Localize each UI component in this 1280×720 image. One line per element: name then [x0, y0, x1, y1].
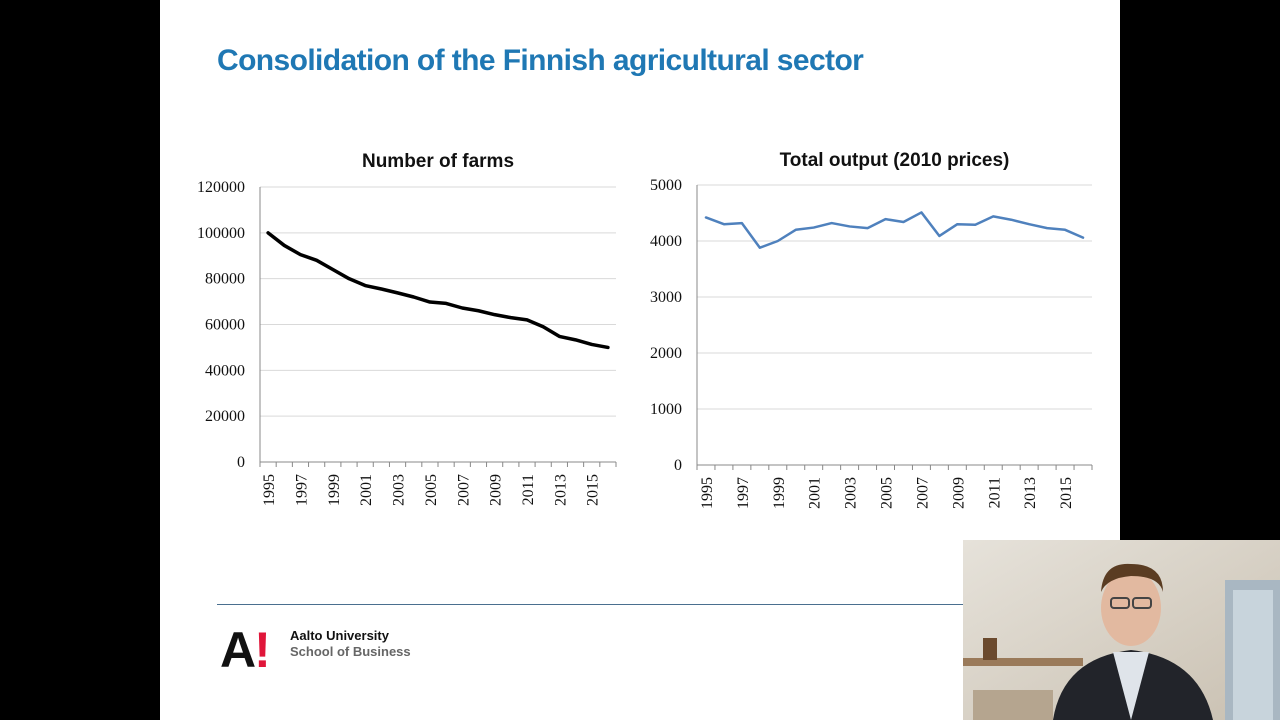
chart-0-data-point: [493, 313, 496, 316]
chart-0-y-tick-label: 40000: [205, 362, 245, 379]
logo-school-name: School of Business: [290, 644, 411, 659]
chart-1-data-point: [884, 218, 887, 220]
chart-1-y-tick-label: 4000: [650, 233, 682, 250]
logo-university-name: Aalto University: [290, 628, 389, 643]
aalto-logo: A! Aalto University School of Business: [220, 625, 480, 678]
chart-1-data-point: [974, 223, 977, 226]
chart-0-data-point: [558, 335, 561, 338]
chart-1-x-tick-label: 2015: [1058, 477, 1075, 509]
slide-title: Consolidation of the Finnish agricultura…: [217, 44, 864, 77]
presentation-slide: Consolidation of the Finnish agricultura…: [160, 0, 1120, 720]
chart-1-data-point: [794, 229, 797, 231]
presenter-video-overlay: [963, 540, 1280, 720]
chart-1-data-point: [938, 235, 941, 237]
chart-0-data-point: [380, 288, 383, 290]
chart-0-data-point: [542, 325, 544, 328]
presenter-video-icon: [963, 540, 1280, 720]
chart-1-data-point: [1064, 229, 1066, 231]
chart-0-data-point: [526, 319, 528, 321]
chart-1-data-point: [956, 223, 959, 225]
chart-0-y-tick-label: 20000: [205, 408, 245, 425]
chart-0-y-tick-label: 60000: [205, 317, 245, 334]
chart-0-x-tick-label: 1995: [261, 474, 278, 506]
chart-1-x-tick-label: 2007: [914, 477, 931, 509]
footer-divider: [217, 604, 977, 605]
chart-1-y-tick-label: 0: [674, 457, 682, 474]
chart-0-x-tick-label: 2013: [552, 474, 569, 506]
chart-1-data-point: [1028, 223, 1030, 225]
chart-1-y-tick-label: 5000: [650, 177, 682, 194]
chart-1-data-point: [741, 222, 743, 224]
chart-1-series-line: [704, 211, 1085, 249]
chart-0-x-tick-label: 2011: [520, 474, 537, 505]
chart-0-data-point: [510, 316, 512, 319]
chart-1-x-tick-label: 1997: [735, 477, 752, 509]
chart-0-data-point: [283, 244, 286, 247]
chart-1-data-point: [830, 222, 833, 224]
aalto-logo-mark: A!: [220, 625, 271, 675]
chart-1-data-point: [902, 221, 905, 223]
chart-1-data-point: [866, 227, 869, 229]
chart-0-x-tick-label: 2015: [585, 474, 602, 506]
chart-0-data-point: [396, 292, 399, 294]
chart-1-title: Total output (2010 prices): [780, 150, 1010, 171]
chart-0-data-point: [315, 259, 318, 262]
chart-0-data-point: [348, 277, 350, 280]
chart-0-data-point: [429, 301, 431, 303]
chart-0-x-tick-label: 2007: [455, 474, 472, 506]
chart-0-y-tick-label: 80000: [205, 271, 245, 288]
chart-0-data-point: [299, 253, 302, 256]
chart-0-data-point: [267, 232, 269, 234]
chart-1-x-tick-label: 2011: [986, 477, 1003, 508]
chart-1-data-point: [1082, 236, 1084, 239]
chart-0-y-tick-label: 100000: [197, 225, 245, 242]
chart-0-data-point: [590, 343, 593, 346]
chart-0-data-point: [477, 309, 480, 312]
chart-1-x-tick-label: 1995: [699, 477, 716, 509]
chart-0-y-tick-label: 120000: [197, 179, 245, 196]
chart-0-x-tick-label: 2001: [358, 474, 375, 506]
chart-0-x-tick-label: 2005: [423, 474, 440, 506]
chart-1-x-tick-label: 2005: [879, 477, 896, 509]
chart-1-y-tick-label: 2000: [650, 345, 682, 362]
chart-0-data-point: [574, 339, 577, 341]
chart-1-x-tick-label: 2003: [843, 477, 860, 509]
chart-1-data-point: [1010, 218, 1013, 221]
chart-0-data-point: [412, 296, 415, 298]
chart-1-data-point: [848, 225, 851, 228]
logo-exclamation: !: [254, 622, 271, 678]
chart-1-data-point: [776, 240, 779, 242]
chart-0-x-tick-label: 1997: [293, 474, 310, 506]
chart-0-data-point: [445, 302, 447, 305]
chart-0-x-tick-label: 2009: [488, 474, 505, 506]
chart-1-data-point: [705, 216, 707, 219]
chart-0-title: Number of farms: [362, 151, 514, 172]
chart-1-data-point: [920, 211, 923, 214]
chart-0-data-point: [332, 268, 334, 271]
chart-1-y-tick-label: 1000: [650, 401, 682, 418]
chart-1-data-point: [992, 215, 995, 218]
chart-1-x-tick-label: 2013: [1022, 477, 1039, 509]
chart-1-data-point: [723, 223, 725, 225]
chart-1-data-point: [759, 246, 761, 249]
chart-1-data-point: [1046, 227, 1048, 229]
chart-1-x-tick-label: 1999: [771, 477, 788, 509]
charts-canvas: Number of farms0200004000060000800001000…: [197, 150, 1093, 509]
chart-1-data-point: [812, 226, 815, 229]
chart-0-x-tick-label: 1999: [326, 474, 343, 506]
chart-1-x-tick-label: 2009: [950, 477, 967, 509]
chart-0-data-point: [364, 284, 366, 287]
chart-0-data-point: [461, 307, 464, 309]
chart-0-x-tick-label: 2003: [391, 474, 408, 506]
chart-0-series-line: [266, 231, 610, 350]
chart-1-y-tick-label: 3000: [650, 289, 682, 306]
chart-0-data-point: [607, 346, 609, 349]
logo-letter-a: A: [220, 622, 256, 678]
chart-1-x-tick-label: 2001: [807, 477, 824, 509]
chart-0-y-tick-label: 0: [237, 454, 245, 471]
